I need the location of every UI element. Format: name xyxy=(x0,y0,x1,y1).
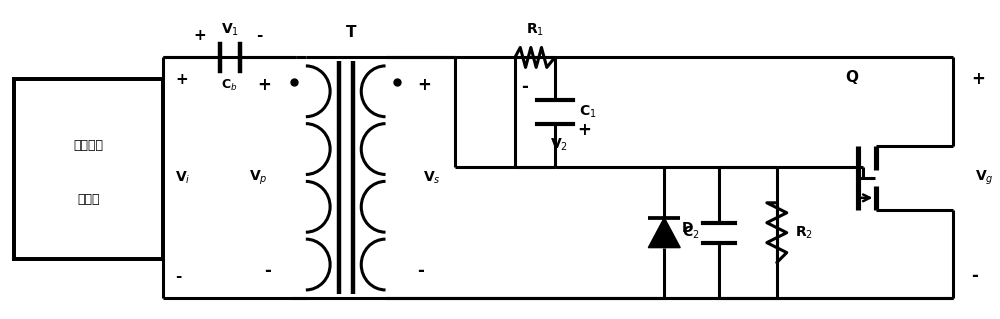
Text: 脉宽调制: 脉宽调制 xyxy=(74,139,104,152)
Text: +: + xyxy=(175,72,188,87)
Text: V$_s$: V$_s$ xyxy=(423,170,441,186)
Text: +: + xyxy=(257,76,271,94)
Text: V$_2$: V$_2$ xyxy=(550,137,568,153)
Bar xyxy=(14,79,163,259)
Text: -: - xyxy=(256,28,263,43)
Text: +: + xyxy=(971,70,985,88)
Text: C$_1$: C$_1$ xyxy=(579,104,596,120)
Text: D: D xyxy=(682,221,694,235)
Text: R$_1$: R$_1$ xyxy=(526,21,544,38)
Text: 驱动器: 驱动器 xyxy=(78,193,100,206)
Text: -: - xyxy=(521,78,528,96)
Text: Q: Q xyxy=(845,70,858,85)
Text: +: + xyxy=(193,28,206,43)
Polygon shape xyxy=(648,218,680,248)
Text: -: - xyxy=(264,262,271,279)
Text: C$_2$: C$_2$ xyxy=(682,225,699,241)
Text: T: T xyxy=(345,25,356,40)
Text: V$_1$: V$_1$ xyxy=(221,21,239,38)
Text: V$_i$: V$_i$ xyxy=(175,170,191,186)
Text: R$_2$: R$_2$ xyxy=(795,225,813,241)
Text: -: - xyxy=(971,268,978,286)
Text: V$_g$: V$_g$ xyxy=(975,169,994,187)
Text: -: - xyxy=(417,262,424,279)
Text: -: - xyxy=(175,269,182,284)
Text: +: + xyxy=(578,121,592,139)
Text: V$_p$: V$_p$ xyxy=(249,169,268,187)
Text: +: + xyxy=(417,76,431,94)
Text: C$_b$: C$_b$ xyxy=(221,78,238,93)
